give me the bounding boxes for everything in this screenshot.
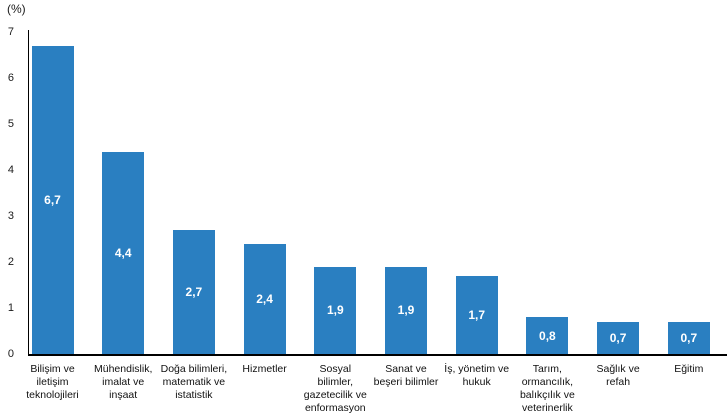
bar-value-label: 0,8 [539, 328, 556, 343]
bar-value-label: 2,7 [185, 284, 203, 299]
y-axis-tick-label: 5 [7, 117, 14, 130]
bar: 0,8 [526, 317, 569, 354]
bar-value-label: 0,7 [680, 330, 698, 345]
bar-value-label: 4,4 [114, 245, 132, 260]
y-axis-tick-label: 6 [7, 71, 14, 84]
x-axis-category-label: Sanat ve beşeri bilimler [373, 363, 439, 388]
x-axis-category-label: Bilişim ve iletişim teknolojileri [26, 363, 79, 401]
y-axis-unit-label: (%) [7, 2, 26, 16]
bar: 6,7 [31, 45, 74, 354]
bar: 4,4 [102, 151, 145, 354]
bar: 0,7 [597, 321, 640, 354]
bar: 1,9 [314, 266, 357, 354]
bar-value-label: 1,7 [468, 307, 486, 322]
x-axis-category-label: Doğa bilimleri, matematik ve istatistik [160, 363, 228, 401]
bar-value-label: 6,7 [44, 192, 61, 207]
x-axis-category-label: Tarım, ormancılık, balıkçılık ve veterin… [519, 363, 575, 413]
bar: 1,9 [385, 266, 427, 354]
bar: 0,7 [667, 321, 710, 354]
y-axis-tick-label: 4 [7, 163, 14, 176]
x-axis-category-label: Sosyal bilimler, gazetecilik ve enformas… [303, 363, 367, 413]
y-axis-tick-label: 3 [7, 209, 14, 222]
bar: 2,4 [243, 243, 286, 354]
bar-value-label: 1,9 [326, 303, 344, 318]
x-axis-line [28, 354, 727, 356]
bar-value-label: 1,9 [397, 303, 415, 318]
bar: 2,7 [172, 229, 215, 354]
x-axis-category-label: Hizmetler [242, 363, 287, 375]
bar-value-label: 2,4 [256, 291, 273, 306]
y-axis-tick-label: 2 [7, 255, 14, 268]
bar: 1,7 [455, 275, 498, 354]
x-axis-category-label: Mühendislik, imalat ve inşaat [94, 363, 153, 401]
y-axis-line [28, 30, 29, 356]
y-axis-tick-label: 1 [7, 301, 14, 314]
x-axis-category-label: Eğitim [674, 363, 704, 375]
x-axis-category-label: Sağlık ve refah [596, 363, 640, 388]
x-axis-category-label: İş, yönetim ve hukuk [444, 363, 510, 388]
y-axis-tick-label: 0 [7, 347, 14, 360]
bar-value-label: 0,7 [609, 330, 627, 345]
y-axis-tick-label: 7 [7, 25, 14, 38]
